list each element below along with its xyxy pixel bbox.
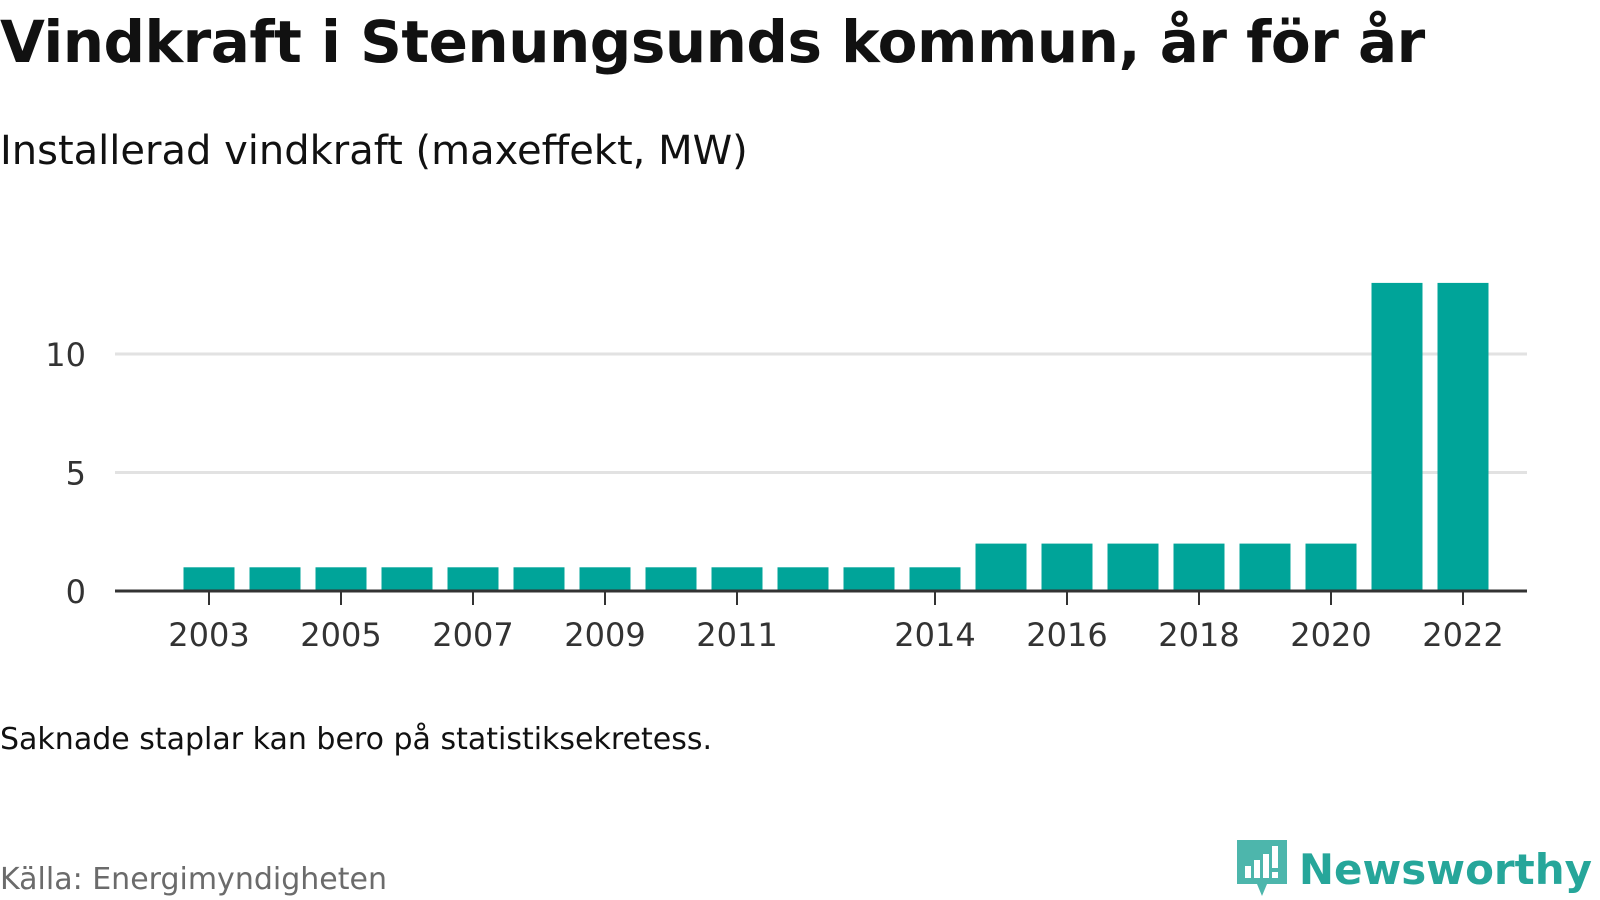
- bar: [1371, 282, 1423, 591]
- bars: [183, 282, 1489, 591]
- y-tick-label: 5: [66, 455, 86, 493]
- y-axis-labels: 0 5 10: [45, 336, 86, 611]
- bar: [1173, 543, 1225, 591]
- x-tick-label: 2007: [432, 616, 513, 654]
- x-tick-label: 2014: [894, 616, 975, 654]
- bar: [1239, 543, 1291, 591]
- x-tick-label: 2018: [1158, 616, 1239, 654]
- brand-name: Newsworthy: [1298, 844, 1592, 894]
- bar: [711, 567, 763, 591]
- brand-logo: Newsworthy: [1236, 840, 1592, 898]
- bar: [579, 567, 631, 591]
- bar: [447, 567, 499, 591]
- y-tick-label: 10: [45, 336, 86, 374]
- bar: [513, 567, 565, 591]
- bar: [975, 543, 1027, 591]
- bar: [1305, 543, 1357, 591]
- x-axis: 2003 2005 2007 2009 2011 2014 2016 2018 2020 2022: [115, 589, 1527, 654]
- bar: [777, 567, 829, 591]
- x-tick-label: 2009: [564, 616, 645, 654]
- bar: [645, 567, 697, 591]
- footnote: Saknade staplar kan bero på statistiksek…: [0, 722, 713, 757]
- chart-title: Vindkraft i Stenungsunds kommun, år för …: [0, 8, 1425, 76]
- x-tick-label: 2016: [1026, 616, 1107, 654]
- bar: [315, 567, 367, 591]
- grid-lines: [115, 352, 1527, 474]
- bar: [249, 567, 301, 591]
- bar: [381, 567, 433, 591]
- newsworthy-logo-icon: [1236, 840, 1287, 896]
- bar: [1437, 282, 1489, 591]
- bar: [1041, 543, 1093, 591]
- bar: [909, 567, 961, 591]
- x-tick-label: 2005: [300, 616, 381, 654]
- x-tick-label: 2022: [1422, 616, 1503, 654]
- y-tick-label: 0: [66, 573, 86, 611]
- x-tick-label: 2003: [168, 616, 249, 654]
- x-tick-label: 2020: [1290, 616, 1371, 654]
- bar: [1107, 543, 1159, 591]
- chart-subtitle: Installerad vindkraft (maxeffekt, MW): [0, 128, 748, 174]
- bar: [183, 567, 235, 591]
- source-label: Källa: Energimyndigheten: [0, 862, 387, 897]
- bar: [843, 567, 895, 591]
- x-tick-label: 2011: [696, 616, 777, 654]
